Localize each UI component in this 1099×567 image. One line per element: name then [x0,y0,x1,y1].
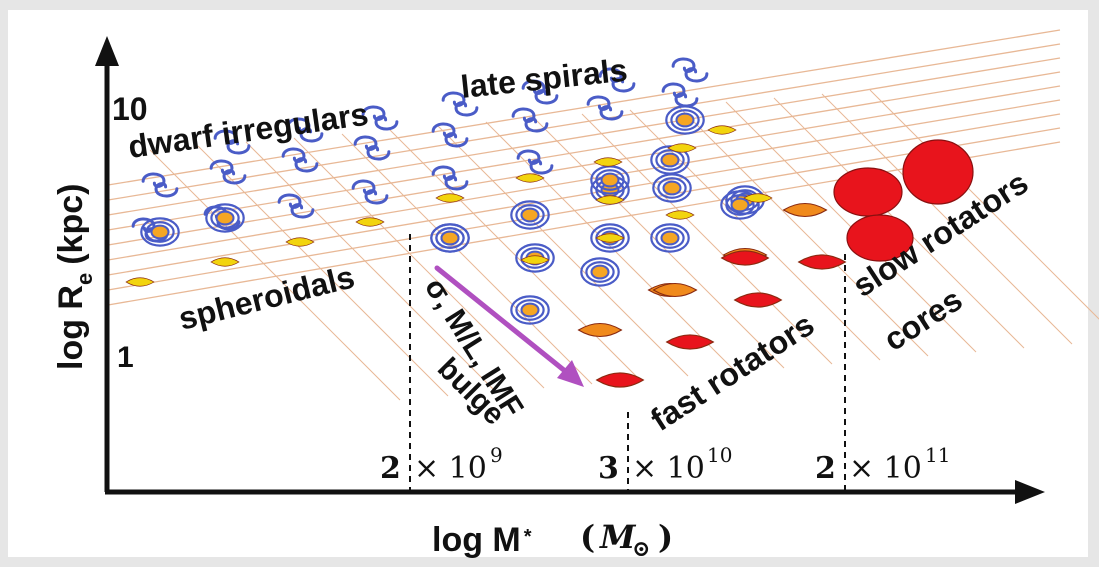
grid-line [437,125,689,377]
grid-line [341,133,593,385]
grid-line [107,99,1061,261]
grid-line [107,71,1061,231]
grid-line [107,85,1061,246]
mass-tick-2e9: 2 × 10 9 [380,443,503,486]
grid-line [107,29,1061,186]
svg-text:log M*: log M * [432,521,532,559]
spiral-galaxy-icon [590,165,630,195]
grid-line [107,57,1061,216]
svg-text:× 10: × 10 [632,451,705,486]
grid-line [821,93,1073,345]
spiral-galaxy-icon [580,257,620,287]
spiral-galaxy-icon [665,105,705,135]
svg-text:× 10: × 10 [414,451,487,486]
spiral-galaxy-icon [140,217,180,247]
grid-line [677,105,929,357]
slow-rotator-icon [833,167,903,217]
svg-text:10: 10 [707,443,732,467]
svg-text:M: M [599,518,637,556]
grid-line [581,113,833,365]
y-axis-label: log Re(kpc) [52,184,97,370]
grid-line [293,137,545,389]
slow-rotator-icon [846,214,914,262]
grid-line [197,145,449,397]
mass-markers [409,234,846,492]
spiral-galaxy-icon [510,295,550,325]
grid-line [107,141,1061,306]
svg-text:(: ( [580,518,595,556]
grid-line [389,129,641,381]
grid-line [107,43,1061,201]
spiral-galaxy-icon [205,203,245,233]
svg-text:): ) [658,518,673,556]
y-tick-1: 1 [117,341,134,374]
svg-text:2: 2 [380,451,401,486]
mass-tick-3e10: 3 × 10 10 [598,443,732,486]
y-axis-arrowhead [95,36,119,66]
svg-text:11: 11 [925,443,950,467]
svg-text:3: 3 [598,451,619,486]
spiral-galaxy-icon [652,173,692,203]
slow-rotator-icon [902,139,974,205]
x-axis-arrowhead [1015,480,1045,504]
axes [95,36,1045,504]
galaxy-glyphs [125,57,974,388]
grid-line [629,109,881,361]
y-tick-10: 10 [112,91,148,127]
x-axis-label: log M * ( M ⊙ ) [432,518,673,562]
spiral-galaxy-icon [510,200,550,230]
trend-arrow [434,265,584,387]
grid-line [869,89,1099,320]
mass-tick-2e11: 2 × 10 11 [815,443,950,486]
svg-text:× 10: × 10 [849,451,922,486]
spiral-galaxy-icon [430,223,470,253]
svg-text:2: 2 [815,451,836,486]
svg-text:9: 9 [490,443,503,467]
grid-line [149,149,401,401]
grid-line [107,113,1061,276]
grid-line [245,141,497,393]
svg-text:⊙: ⊙ [632,536,650,562]
spiral-galaxy-icon [650,223,690,253]
grid-line [107,127,1061,291]
